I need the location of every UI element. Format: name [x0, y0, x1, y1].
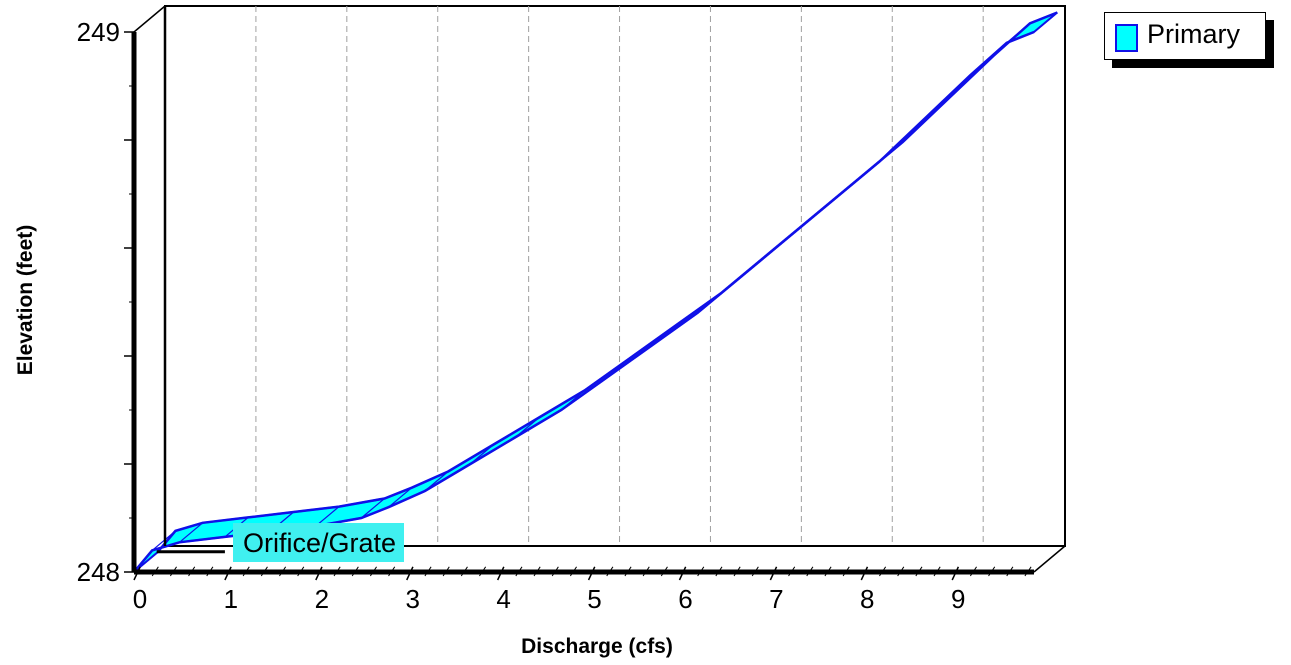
series-line-back-0: [156, 11, 1058, 554]
tick-labels: 0 1 2 3 4 5 6 7 8 9 248 249: [77, 17, 966, 614]
x-tick-label-8: 8: [860, 584, 874, 614]
series-hatch-6: [360, 498, 385, 519]
y-axis-title: Elevation (feet): [14, 225, 37, 376]
x-major-tick: [678, 566, 687, 581]
x-minor-tick: [988, 566, 996, 577]
x-minor-tick: [151, 566, 159, 577]
x-major-tick: [587, 566, 596, 581]
x-minor-tick: [169, 566, 177, 577]
x-minor-tick: [260, 566, 268, 577]
x-tick-label-5: 5: [587, 584, 601, 614]
x-tick-label-1: 1: [224, 584, 238, 614]
x-minor-tick: [369, 566, 377, 577]
x-minor-tick: [733, 566, 741, 577]
grid-lines: [255, 6, 984, 546]
x-minor-tick: [1006, 566, 1014, 577]
x-minor-tick: [442, 566, 450, 577]
x-minor-tick: [806, 566, 814, 577]
bottom-right-edge: [1033, 545, 1066, 573]
x-minor-tick: [824, 566, 832, 577]
x-minor-tick: [515, 566, 523, 577]
x-minor-tick: [697, 566, 705, 577]
x-major-tick: [496, 566, 505, 581]
x-tick-label-7: 7: [769, 584, 783, 614]
series-hatch-22: [1033, 12, 1058, 33]
x-major-tick: [224, 566, 232, 581]
x-minor-tick: [242, 566, 250, 577]
x-tick-label-0: 0: [133, 584, 147, 614]
x-axis-title: Discharge (cfs): [521, 635, 673, 658]
x-minor-tick: [969, 566, 977, 577]
x-major-tick: [133, 566, 141, 581]
x-tick-label-2: 2: [315, 584, 329, 614]
x-minor-tick: [915, 566, 923, 577]
x-minor-tick: [479, 566, 487, 577]
x-minor-tick: [279, 566, 287, 577]
x-minor-tick: [879, 566, 887, 577]
x-major-tick: [406, 566, 414, 581]
x-tick-label-4: 4: [496, 584, 510, 614]
legend-label-primary: Primary: [1147, 19, 1240, 49]
back-wall: [164, 5, 1066, 547]
x-minor-tick: [188, 566, 196, 577]
x-minor-tick: [333, 566, 341, 577]
x-tick-label-6: 6: [678, 584, 692, 614]
x-minor-tick: [606, 566, 614, 577]
x-major-tick: [860, 566, 869, 581]
x-minor-tick: [351, 566, 359, 577]
x-major-tick: [951, 566, 960, 581]
top-left-edge: [133, 5, 166, 33]
axes: [124, 6, 1034, 581]
x-minor-tick: [842, 566, 850, 577]
y-tick-label-248: 248: [77, 557, 120, 587]
x-minor-tick: [715, 566, 723, 577]
x-minor-tick: [660, 566, 668, 577]
x-minor-tick: [206, 566, 214, 577]
annotation-orifice-grate: Orifice/Grate: [233, 523, 405, 562]
plot-frame: [133, 5, 1066, 573]
x-major-tick: [315, 566, 323, 581]
x-minor-tick: [933, 566, 941, 577]
series-hatch-5: [315, 506, 340, 527]
legend: Primary: [1104, 12, 1266, 60]
x-minor-tick: [642, 566, 650, 577]
x-minor-tick: [297, 566, 305, 577]
x-major-tick: [769, 566, 778, 581]
x-minor-tick: [751, 566, 759, 577]
x-minor-tick: [460, 566, 468, 577]
y-tick-label-249: 249: [77, 17, 120, 47]
series-hatch-2: [179, 522, 204, 543]
x-minor-tick: [551, 566, 559, 577]
x-minor-tick: [1024, 566, 1032, 577]
x-minor-tick: [788, 566, 796, 577]
x-minor-tick: [624, 566, 632, 577]
legend-swatch-primary: [1115, 24, 1138, 52]
series-hatch-7: [388, 487, 413, 508]
x-minor-tick: [569, 566, 577, 577]
x-minor-tick: [424, 566, 432, 577]
x-minor-tick: [897, 566, 905, 577]
x-minor-tick: [533, 566, 541, 577]
x-minor-tick: [388, 566, 396, 577]
x-tick-label-3: 3: [405, 584, 419, 614]
x-tick-label-9: 9: [951, 584, 965, 614]
